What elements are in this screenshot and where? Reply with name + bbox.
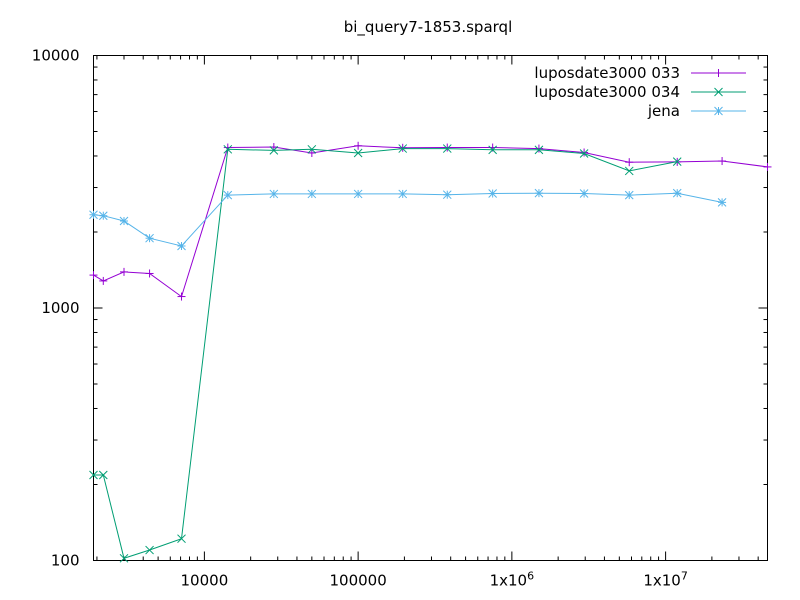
x-tick-label: 1x107 [643,570,688,590]
data-point [624,190,634,200]
legend-label: luposdate3000 033 [534,64,680,82]
series-line [93,192,723,247]
legend-marker [714,87,723,97]
series-3 [89,188,727,251]
data-point [579,189,589,198]
data-point [488,145,498,155]
data-point [353,189,363,199]
data-point [119,553,129,563]
series-layer [89,141,772,563]
data-point [398,144,408,153]
data-point [145,545,154,555]
series-line [93,145,768,298]
data-point [119,216,129,226]
data-point [579,149,589,158]
y-tick-label: 1000 [41,299,79,317]
series-1 [89,141,772,301]
data-point [398,189,408,199]
data-point [177,534,186,544]
data-point [534,145,544,155]
data-point [89,210,98,220]
data-point [534,188,544,198]
data-point [717,198,727,207]
data-point [442,144,452,153]
legend-label: luposdate3000 034 [534,83,680,101]
data-point [307,144,317,154]
y-axis: 100 1000 10000 [32,47,768,570]
data-point [223,190,233,200]
legend-marker [714,106,723,116]
plot-frame [93,55,768,561]
data-point [177,241,186,251]
data-point [307,189,317,199]
x-axis: 10000 100000 1x106 1x107 [96,55,759,590]
data-point [145,233,154,243]
data-point [89,470,98,480]
x-tick-label: 10000 [181,572,229,590]
y-tick-label: 10000 [32,47,80,65]
data-point [223,144,233,154]
data-point [98,211,108,221]
data-point [269,189,279,199]
y-tick-label: 100 [51,552,80,570]
data-point [488,189,498,198]
x-tick-label: 1x106 [490,570,535,590]
x-tick-label: 100000 [329,572,386,590]
data-point [624,166,634,176]
data-point [269,146,279,155]
data-point [353,148,363,158]
series-2 [89,144,682,563]
data-point [98,470,108,480]
chart-title: bi_query7-1853.sparql [344,18,513,37]
data-point [672,157,682,166]
data-point [672,188,682,198]
legend-label: jena [647,102,680,120]
series-line [93,148,678,559]
data-point [442,190,452,200]
